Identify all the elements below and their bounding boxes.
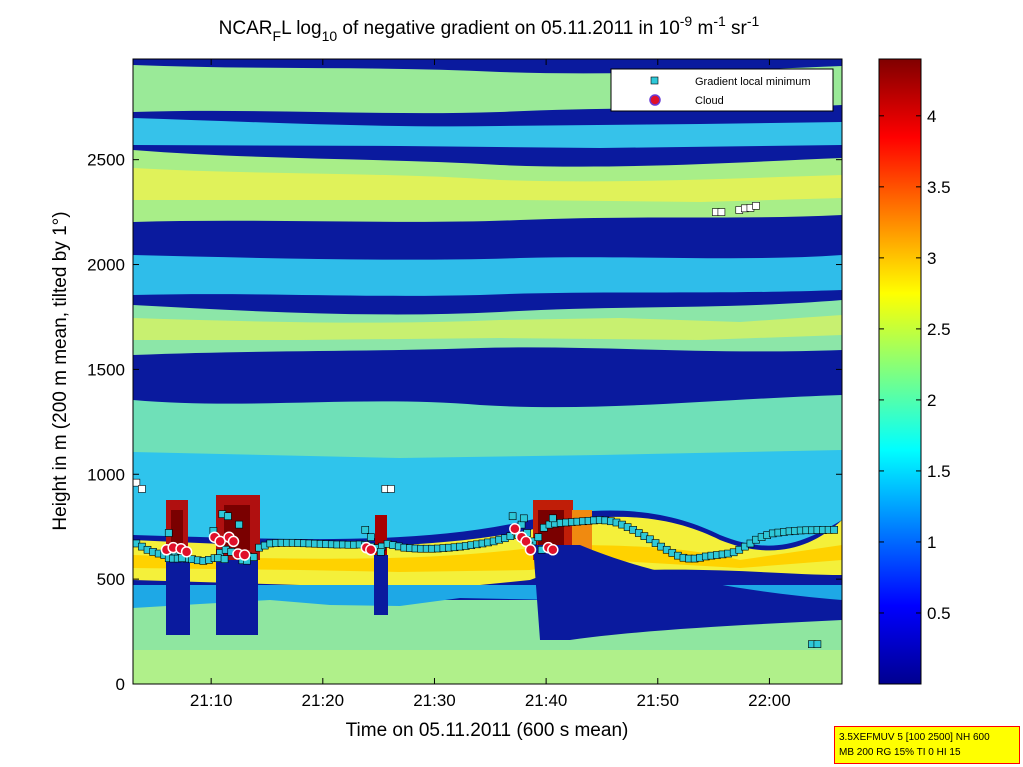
title-part-3: of negative gradient on 05.11.2011 in 10	[337, 18, 680, 39]
x-tick-label: 22:00	[748, 691, 791, 710]
y-tick-label: 2000	[87, 256, 125, 275]
heat-region-top-band-2	[133, 118, 842, 148]
gradient-minimum-point	[813, 640, 822, 648]
heat-region-band-1600-yellow	[133, 315, 842, 340]
cloud-shadow-2	[216, 560, 258, 635]
y-tick-label: 1000	[87, 465, 125, 484]
title-subscript-1: F	[273, 28, 282, 44]
colorbar-tick-label: 2.5	[927, 320, 951, 339]
cloud-point	[180, 546, 193, 558]
gradient-minimum-point	[387, 485, 395, 493]
gradient-minimum-point	[377, 548, 385, 556]
legend: Gradient local minimum Cloud	[610, 68, 834, 112]
heat-region-mid-green	[133, 395, 842, 458]
cloud-point	[509, 523, 521, 535]
x-axis-label: Time on 05.11.2011 (600 s mean)	[346, 720, 629, 741]
gradient-minimum-point	[717, 208, 726, 216]
info-box: 3.5XEFMUV 5 [100 2500] NH 600 MB 200 RG …	[834, 726, 1020, 764]
gradient-minimum-point	[519, 514, 528, 523]
colorbar-tick-label: 3.5	[927, 178, 951, 197]
y-tick-label: 1500	[87, 360, 125, 379]
heat-region-band-2400-yellow	[133, 168, 842, 202]
cloud-point	[365, 544, 377, 556]
gradient-minimum-point	[164, 529, 173, 537]
x-axis: 21:10 21:20 21:30 21:40 21:50 22:00	[190, 59, 791, 710]
title-part-5: sr	[726, 18, 748, 39]
x-tick-label: 21:50	[636, 691, 679, 710]
x-tick-label: 21:20	[302, 691, 345, 710]
legend-label-gradient-minimum: Gradient local minimum	[695, 76, 811, 88]
title-superscript-2: -1	[713, 13, 726, 29]
y-axis: 0 500 1000 1500 2000 2500	[87, 151, 842, 694]
y-tick-label: 2500	[87, 151, 125, 170]
legend-box	[610, 68, 834, 112]
colorbar-tick-label: 4	[927, 107, 936, 126]
colorbar	[878, 58, 922, 685]
cloud-point	[227, 535, 240, 548]
cloud-shadow-4	[533, 545, 842, 640]
colorbar-axis: 0.5 1 1.5 2 2.5 3 3.5 4	[879, 107, 951, 623]
cloud-shadow-1	[166, 560, 190, 635]
cloud-shadow-3	[374, 555, 388, 615]
gradient-minimum-point	[367, 533, 375, 541]
info-box-line-2: MB 200 RG 15% TI 0 HI 15	[839, 747, 961, 758]
legend-marker-cloud	[649, 94, 661, 106]
info-box-line-1: 3.5XEFMUV 5 [100 2500] NH 600	[839, 732, 990, 743]
gradient-minimum-point	[249, 553, 258, 561]
cloud-point	[547, 544, 559, 556]
y-tick-label: 0	[116, 675, 125, 694]
legend-label-cloud: Cloud	[695, 95, 724, 107]
gradient-minimum-point	[549, 514, 557, 523]
gradient-minimum-point	[752, 202, 760, 210]
x-tick-label: 21:40	[525, 691, 568, 710]
title-superscript-1: -9	[680, 13, 693, 29]
gradient-minimum-point	[534, 533, 543, 541]
gradient-minimum-point	[235, 520, 243, 529]
colorbar-tick-label: 3	[927, 249, 936, 268]
gradient-minimum-point	[132, 478, 141, 487]
colorbar-tick-label: 1.5	[927, 462, 951, 481]
colorbar-tick-label: 2	[927, 391, 936, 410]
plot-area	[132, 58, 843, 685]
legend-marker-gradient-minimum	[650, 76, 659, 85]
gradient-minimum-point	[224, 512, 232, 521]
series-cloud	[160, 523, 559, 561]
y-tick-label: 500	[97, 570, 125, 589]
gradient-minimum-point	[506, 532, 515, 540]
gradient-minimum-point	[138, 485, 146, 493]
gradient-minimum-point	[361, 526, 370, 534]
chart-title: NCARFL log10 of negative gradient on 05.…	[219, 13, 760, 44]
title-part-4: m	[692, 18, 713, 39]
colorbar-tick-label: 1	[927, 533, 936, 552]
heat-region-band-2000	[133, 255, 842, 296]
gradient-minimum-point	[830, 526, 838, 534]
heat-region-surface-bright	[133, 650, 842, 684]
cloud-column-1-core	[171, 510, 183, 550]
gradient-minimum-point	[220, 555, 229, 564]
colorbar-tick-label: 0.5	[927, 604, 951, 623]
gradient-minimum-point	[508, 512, 517, 521]
cloud-point	[238, 549, 251, 561]
title-superscript-3: -1	[747, 13, 760, 29]
heat-region-mid-cyan	[133, 440, 842, 546]
x-tick-label: 21:10	[190, 691, 233, 710]
gradient-minimum-point	[214, 554, 222, 562]
x-tick-label: 21:30	[413, 691, 456, 710]
y-axis-label: Height in m (200 m mean, tilted by 1°)	[50, 211, 71, 530]
cloud-point	[524, 544, 537, 556]
title-part-2: L log	[281, 18, 322, 39]
title-subscript-2: 10	[322, 28, 338, 44]
plot-frame	[132, 58, 843, 685]
title-part-1: NCAR	[219, 18, 273, 39]
